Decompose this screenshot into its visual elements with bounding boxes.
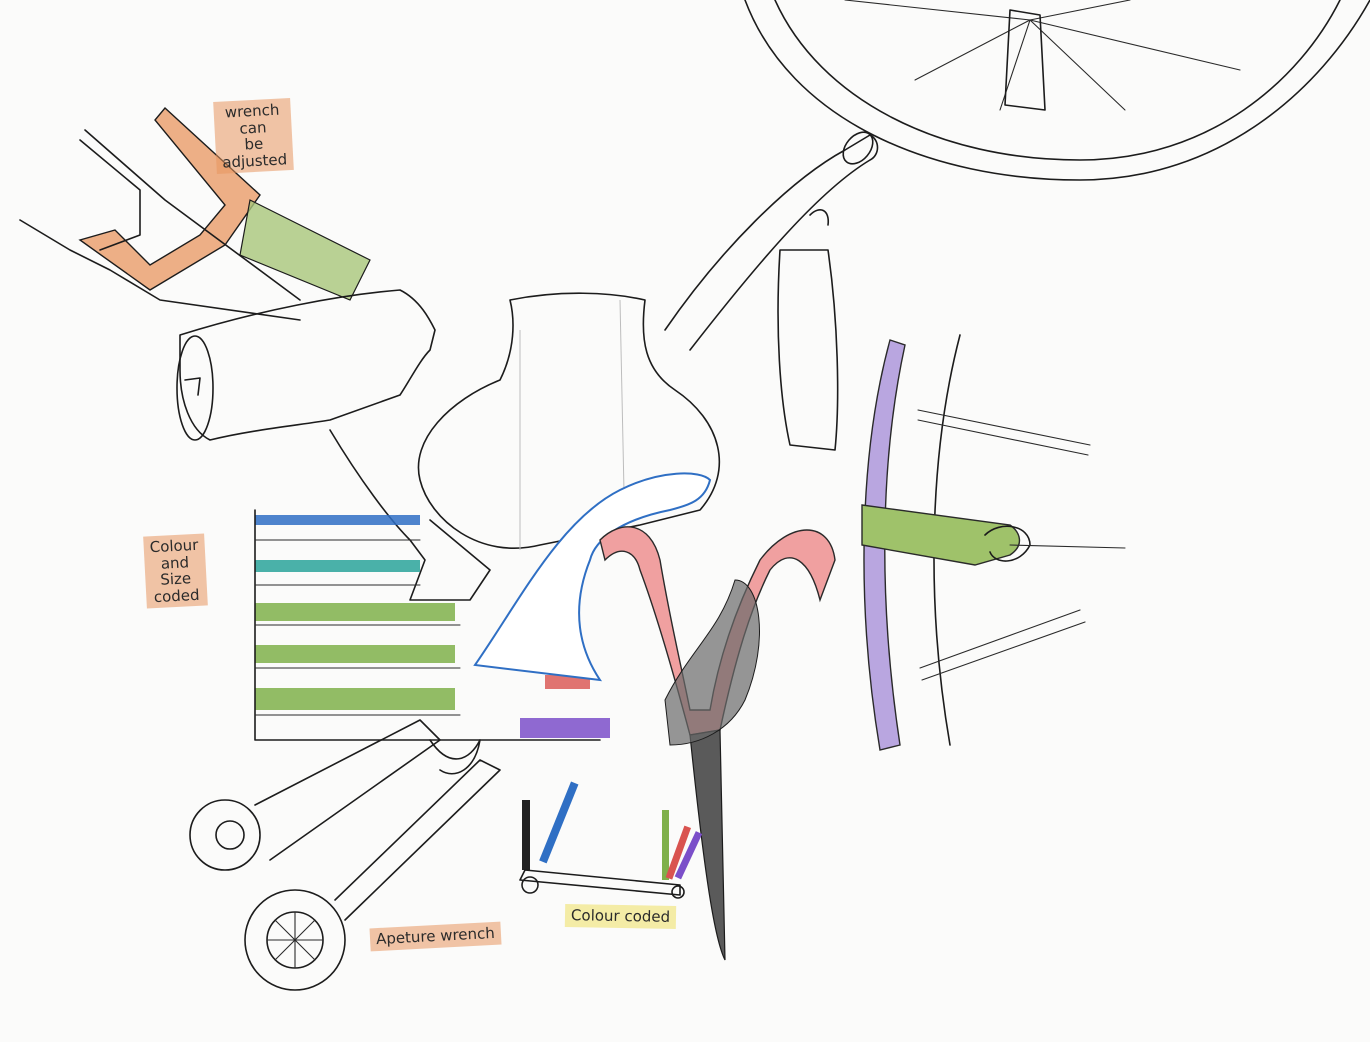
wrench-adjust-note: wrench can be adjusted xyxy=(213,98,294,174)
handle-socket-body xyxy=(176,289,721,601)
colour-size-note: Colour and Size coded xyxy=(143,533,208,609)
colour-size-coded-bars xyxy=(254,509,610,741)
colour-coded-note: Colour coded xyxy=(564,904,677,929)
wheel-rim-section xyxy=(861,334,1126,751)
blue-cover xyxy=(473,472,712,682)
colour-coded-pens xyxy=(519,781,703,899)
pink-prongs xyxy=(599,526,836,961)
adjustable-wrench xyxy=(19,106,371,321)
upper-arm xyxy=(664,131,879,451)
bicycle-wheel xyxy=(744,0,1370,181)
aperture-wrench xyxy=(189,719,501,991)
